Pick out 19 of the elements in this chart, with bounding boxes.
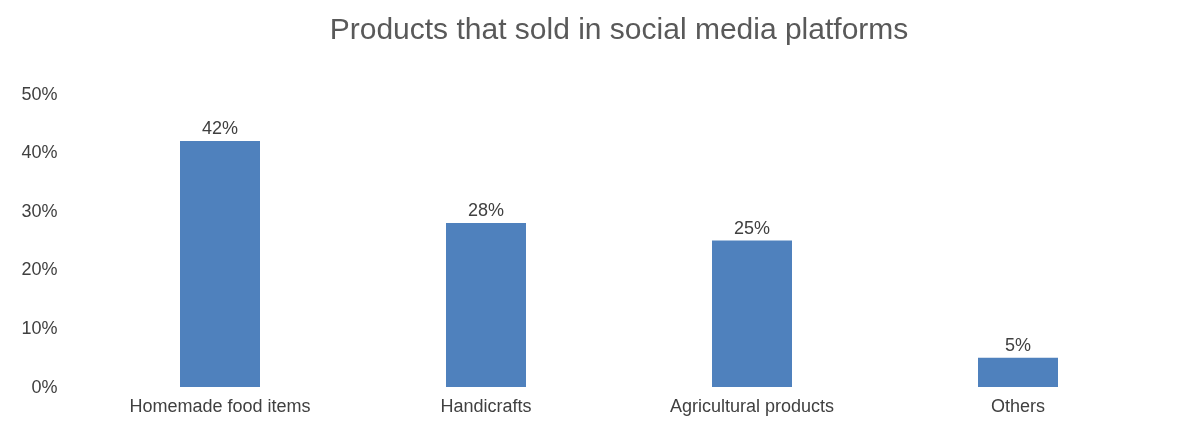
bar bbox=[712, 240, 792, 387]
y-tick-label: 0% bbox=[31, 376, 58, 397]
y-tick-label: 50% bbox=[21, 83, 58, 104]
data-label: 25% bbox=[733, 217, 771, 238]
bar bbox=[446, 222, 526, 387]
data-label: 28% bbox=[467, 199, 505, 220]
data-label: 42% bbox=[201, 117, 239, 138]
y-tick-label: 10% bbox=[21, 317, 58, 338]
x-tick-label: Agricultural products bbox=[669, 395, 835, 416]
bar bbox=[180, 140, 260, 387]
y-tick-label: 30% bbox=[21, 200, 58, 221]
bar bbox=[978, 357, 1058, 387]
x-tick-label: Others bbox=[990, 395, 1046, 416]
x-tick-label: Handicrafts bbox=[440, 395, 532, 416]
chart-title: Products that sold in social media platforms bbox=[329, 12, 909, 45]
x-tick-label: Homemade food items bbox=[129, 395, 311, 416]
y-tick-label: 40% bbox=[21, 142, 58, 163]
y-tick-label: 20% bbox=[21, 259, 58, 280]
data-label: 5% bbox=[1004, 334, 1032, 355]
